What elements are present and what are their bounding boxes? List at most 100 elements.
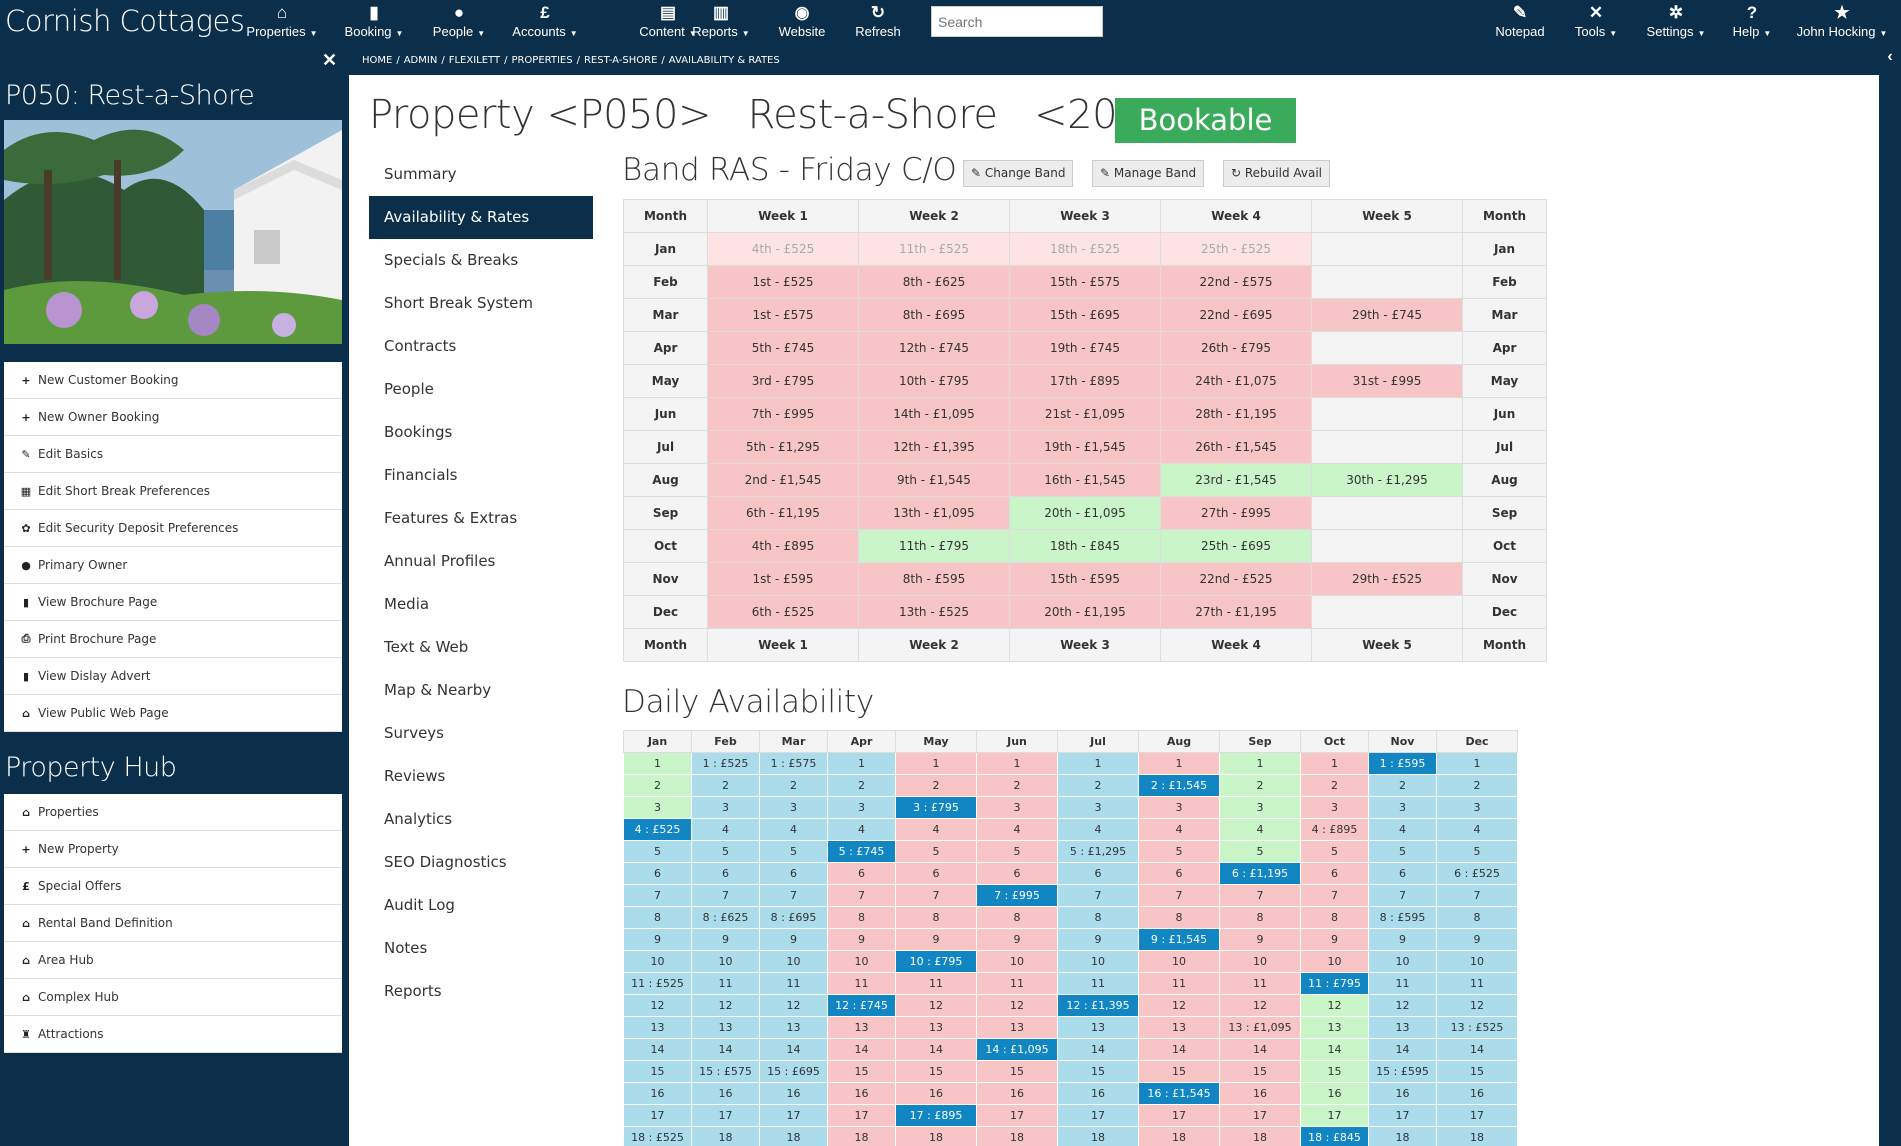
- band-week-cell[interactable]: 8th - £595: [858, 562, 1010, 596]
- band-week-cell[interactable]: 20th - £1,095: [1009, 496, 1161, 530]
- daily-cell[interactable]: 10: [1368, 950, 1437, 973]
- daily-cell[interactable]: 18: [827, 1126, 896, 1146]
- band-week-cell[interactable]: 28th - £1,195: [1160, 397, 1312, 431]
- menu-item-edit-short-break-preferences[interactable]: ▦ Edit Short Break Preferences: [4, 473, 342, 510]
- daily-cell[interactable]: 12 : £745: [827, 994, 896, 1017]
- daily-cell[interactable]: 16: [691, 1082, 760, 1105]
- daily-cell[interactable]: 1: [623, 752, 692, 775]
- daily-cell[interactable]: 8 : £695: [759, 906, 828, 929]
- daily-cell[interactable]: 17: [976, 1104, 1058, 1127]
- breadcrumb-item[interactable]: REST-A-SHORE: [583, 55, 658, 66]
- daily-cell[interactable]: 5: [623, 840, 692, 863]
- daily-cell[interactable]: 4: [895, 818, 977, 841]
- daily-cell[interactable]: 15: [895, 1060, 977, 1083]
- menu-item-new-property[interactable]: + New Property: [4, 831, 342, 868]
- daily-cell[interactable]: 14: [1368, 1038, 1437, 1061]
- daily-cell[interactable]: 13: [759, 1016, 828, 1039]
- daily-cell[interactable]: 5: [1219, 840, 1301, 863]
- daily-cell[interactable]: 16 : £1,545: [1138, 1082, 1220, 1105]
- daily-cell[interactable]: 18: [976, 1126, 1058, 1146]
- tab-map-nearby[interactable]: Map & Nearby: [384, 681, 492, 699]
- daily-cell[interactable]: 9 : £1,545: [1138, 928, 1220, 951]
- daily-cell[interactable]: 6: [1368, 862, 1437, 885]
- daily-cell[interactable]: 3: [623, 796, 692, 819]
- menu-item-view-brochure-page[interactable]: ▮ View Brochure Page: [4, 584, 342, 621]
- daily-cell[interactable]: 14: [827, 1038, 896, 1061]
- band-week-cell[interactable]: 13th - £525: [858, 595, 1010, 629]
- daily-cell[interactable]: 5: [1436, 840, 1518, 863]
- daily-cell[interactable]: 10: [1300, 950, 1369, 973]
- daily-cell[interactable]: 10: [1138, 950, 1220, 973]
- daily-cell[interactable]: 2: [1368, 774, 1437, 797]
- daily-cell[interactable]: 11: [1138, 972, 1220, 995]
- daily-cell[interactable]: 6: [976, 862, 1058, 885]
- daily-cell[interactable]: 2: [1436, 774, 1518, 797]
- tab-features-extras[interactable]: Features & Extras: [384, 509, 518, 527]
- daily-cell[interactable]: 15: [1300, 1060, 1369, 1083]
- daily-cell[interactable]: 15: [623, 1060, 692, 1083]
- daily-cell[interactable]: 5: [976, 840, 1058, 863]
- daily-cell[interactable]: 10: [1436, 950, 1518, 973]
- daily-cell[interactable]: 6: [895, 862, 977, 885]
- daily-cell[interactable]: 13: [976, 1016, 1058, 1039]
- band-week-cell[interactable]: 24th - £1,075: [1160, 364, 1312, 398]
- daily-cell[interactable]: 15: [976, 1060, 1058, 1083]
- daily-cell[interactable]: 4: [1219, 818, 1301, 841]
- daily-cell[interactable]: 7: [1219, 884, 1301, 907]
- daily-cell[interactable]: 14: [1138, 1038, 1220, 1061]
- band-week-cell[interactable]: 29th - £745: [1311, 298, 1463, 332]
- daily-cell[interactable]: 11: [827, 972, 896, 995]
- daily-cell[interactable]: 3: [1436, 796, 1518, 819]
- daily-cell[interactable]: 10: [1219, 950, 1301, 973]
- menu-item-edit-security-deposit-preferences[interactable]: ✿ Edit Security Deposit Preferences: [4, 510, 342, 547]
- daily-cell[interactable]: 5: [691, 840, 760, 863]
- daily-cell[interactable]: 1 : £595: [1368, 752, 1437, 775]
- daily-cell[interactable]: 12: [1300, 994, 1369, 1017]
- collapse-right-icon[interactable]: ‹: [1879, 45, 1901, 1146]
- daily-cell[interactable]: 3: [759, 796, 828, 819]
- daily-cell[interactable]: 9: [1368, 928, 1437, 951]
- tab-people[interactable]: People: [384, 380, 434, 398]
- daily-cell[interactable]: 4: [691, 818, 760, 841]
- daily-cell[interactable]: 17: [691, 1104, 760, 1127]
- daily-cell[interactable]: 1: [1057, 752, 1139, 775]
- daily-cell[interactable]: 3 : £795: [895, 796, 977, 819]
- nav-help[interactable]: ? Help ▼: [1712, 2, 1792, 42]
- daily-cell[interactable]: 14: [691, 1038, 760, 1061]
- daily-cell[interactable]: 1: [827, 752, 896, 775]
- daily-cell[interactable]: 11: [895, 972, 977, 995]
- daily-cell[interactable]: 1: [1219, 752, 1301, 775]
- band-week-cell[interactable]: 1st - £595: [707, 562, 859, 596]
- band-week-cell[interactable]: 19th - £1,545: [1009, 430, 1161, 464]
- band-week-cell[interactable]: 30th - £1,295: [1311, 463, 1463, 497]
- daily-cell[interactable]: 5 : £745: [827, 840, 896, 863]
- daily-cell[interactable]: 2: [1219, 774, 1301, 797]
- menu-item-special-offers[interactable]: £ Special Offers: [4, 868, 342, 905]
- band-week-cell[interactable]: 12th - £1,395: [858, 430, 1010, 464]
- band-week-cell[interactable]: 11th - £525: [858, 232, 1010, 266]
- menu-item-print-brochure-page[interactable]: ⎙ Print Brochure Page: [4, 621, 342, 658]
- band-week-cell[interactable]: 4th - £895: [707, 529, 859, 563]
- daily-cell[interactable]: 17: [827, 1104, 896, 1127]
- daily-cell[interactable]: 11 : £795: [1300, 972, 1369, 995]
- daily-cell[interactable]: 1 : £525: [691, 752, 760, 775]
- band-week-cell[interactable]: 6th - £525: [707, 595, 859, 629]
- breadcrumb-item[interactable]: FLEXILETT: [448, 55, 501, 66]
- brand-logo[interactable]: Cornish Cottages: [5, 4, 245, 38]
- daily-cell[interactable]: 1: [895, 752, 977, 775]
- band-week-cell[interactable]: 26th - £1,545: [1160, 430, 1312, 464]
- manage-band-button[interactable]: ✎ Manage Band: [1092, 160, 1205, 187]
- daily-cell[interactable]: 2: [759, 774, 828, 797]
- daily-cell[interactable]: 10: [976, 950, 1058, 973]
- daily-cell[interactable]: 16: [827, 1082, 896, 1105]
- daily-cell[interactable]: 7: [691, 884, 760, 907]
- daily-cell[interactable]: 12: [1219, 994, 1301, 1017]
- menu-item-view-public-web-page[interactable]: ⌂ View Public Web Page: [4, 695, 342, 732]
- daily-cell[interactable]: 11: [976, 972, 1058, 995]
- menu-item-view-dislay-advert[interactable]: ▮ View Dislay Advert: [4, 658, 342, 695]
- menu-item-complex-hub[interactable]: ⌂ Complex Hub: [4, 979, 342, 1016]
- daily-cell[interactable]: 15: [1219, 1060, 1301, 1083]
- daily-cell[interactable]: 8: [1300, 906, 1369, 929]
- daily-cell[interactable]: 14: [623, 1038, 692, 1061]
- daily-cell[interactable]: 7: [827, 884, 896, 907]
